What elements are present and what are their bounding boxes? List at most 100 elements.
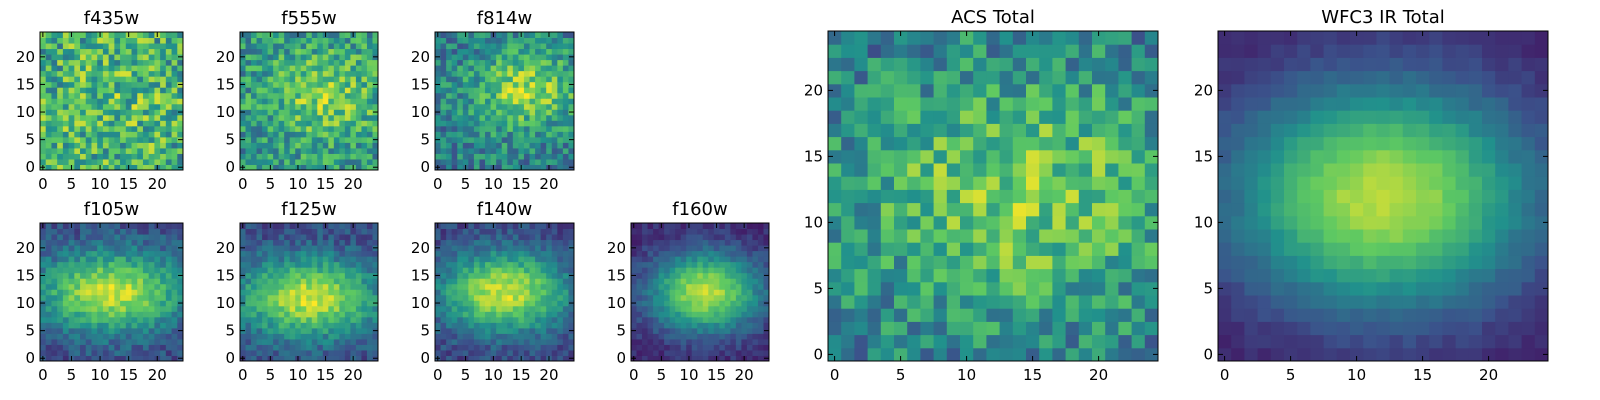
heatmap-cell [102,136,110,143]
heatmap-cell [752,349,759,356]
heatmap-cell [40,142,47,149]
heatmap-cell [894,321,908,336]
heatmap-cell [473,349,480,356]
heatmap-cell [148,234,155,241]
heatmap-cell [328,43,335,50]
heatmap-cell [344,239,351,246]
heatmap-cell [245,98,252,105]
heatmap-cell [355,327,362,334]
heatmap-cell [322,349,329,356]
heatmap-cell [960,163,974,177]
heatmap-cell [468,136,475,143]
heatmap-cell [154,76,161,83]
heatmap-cell [120,37,127,44]
heatmap-cell [512,103,519,110]
heatmap-cell [68,37,75,44]
heatmap-cell [62,338,70,345]
heatmap-cell [485,333,492,340]
heatmap-cell [267,267,274,274]
heatmap-cell [80,283,87,290]
heatmap-cell [551,103,558,110]
heatmap-cell [485,278,492,285]
heatmap-cell [267,81,274,88]
heatmap-cell [468,158,475,165]
heatmap-cell [245,228,252,235]
heatmap-cell [697,228,704,235]
heatmap-cell [114,327,121,334]
heatmap-cell [462,114,469,121]
heatmap-cell [551,131,558,138]
heatmap-cell [339,239,346,246]
heatmap-cell [680,223,687,230]
heatmap-cell [1012,321,1027,336]
heatmap-cell [642,261,649,268]
heatmap-cell [273,76,280,83]
heatmap-cell [451,142,458,149]
heatmap-cell [1012,163,1027,177]
heatmap-cell [295,147,302,154]
heatmap-cell [473,125,480,132]
y-tick-label: 10 [16,294,35,312]
heatmap-cell [125,294,133,301]
heatmap-cell [102,92,110,99]
heatmap-cell [142,87,150,94]
heatmap-cell [267,333,274,340]
heatmap-cell [473,70,480,77]
heatmap-cell [108,120,115,127]
heatmap-cell [131,223,138,230]
heatmap-cell [636,311,643,318]
heatmap-cell [45,256,52,263]
heatmap-cell [457,289,464,296]
heatmap-cell [51,278,58,285]
heatmap-cell [518,131,525,138]
heatmap-cell [300,87,307,94]
heatmap-cell [867,242,882,256]
heatmap-cell [355,98,362,105]
heatmap-cell [757,300,764,307]
heatmap-cell [562,158,569,165]
heatmap-cell [165,136,173,143]
heatmap-cell [680,256,687,263]
heatmap-cell [322,278,329,285]
heatmap-cell [501,316,508,323]
x-tick-label: 10 [484,366,503,384]
heatmap-cell [366,223,373,230]
heatmap-cell [973,268,987,283]
heatmap-cell [540,333,547,340]
heatmap-cell [686,283,693,290]
heatmap-cell [306,316,313,323]
heatmap-cells [40,32,184,171]
heatmap-cell [746,349,753,356]
y-tick-label: 5 [25,131,35,149]
heatmap-cell [1092,334,1106,349]
heatmap-cell [114,81,121,88]
heatmap-cell [451,153,458,160]
y-tick-label: 0 [25,349,35,367]
heatmap-cell [137,37,144,44]
heatmap-cell [142,283,150,290]
heatmap-cell [1026,255,1040,270]
heatmap-cell [171,125,178,132]
heatmap-cell [333,256,340,263]
heatmap-cell [142,294,150,301]
heatmap-cell [148,164,155,171]
heatmap-cell [74,54,81,61]
heatmap-cell [160,32,167,39]
heatmap-cell [366,98,373,105]
heatmap-cell [300,267,307,274]
heatmap-cell [446,32,453,39]
y-tick-label: 0 [25,158,35,176]
heatmap-cell [108,59,115,66]
heatmap-cell [512,147,519,154]
heatmap-cell [691,338,698,345]
heatmap-cell [51,153,58,160]
heatmap-cell [724,349,731,356]
heatmap-cell [284,92,291,99]
heatmap-cell [479,267,486,274]
heatmap-cell [757,245,764,252]
heatmap-cell [366,239,373,246]
heatmap-cell [546,87,553,94]
heatmap-cell [746,355,753,362]
heatmap-cell [451,250,458,257]
heatmap-cell [713,289,720,296]
